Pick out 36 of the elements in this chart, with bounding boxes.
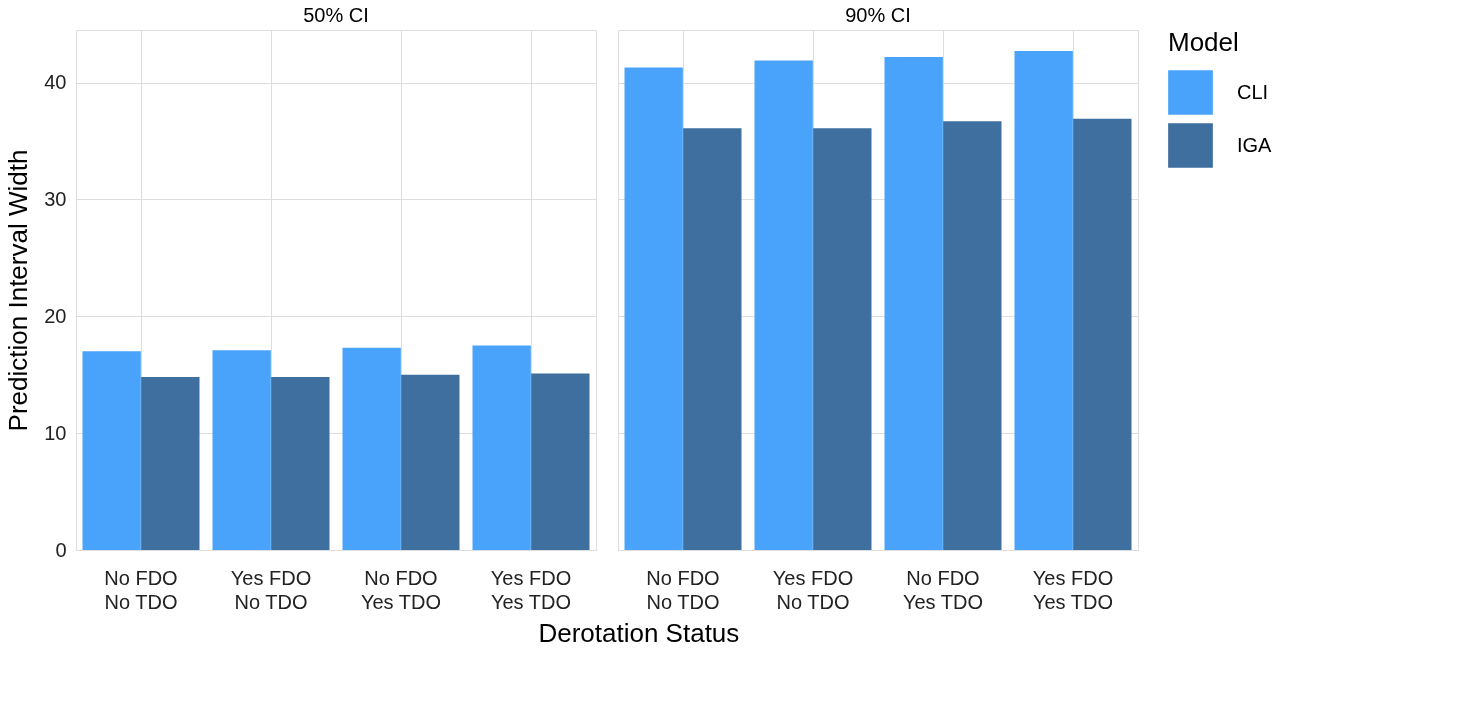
bar (531, 373, 590, 550)
x-tick-label: No FDO No TDO (646, 566, 720, 613)
bar (342, 347, 401, 550)
bar (754, 60, 813, 550)
x-tick-label: Yes FDO No TDO (772, 566, 854, 613)
bar (683, 128, 742, 550)
legend-label: CLI (1237, 80, 1269, 103)
bar (624, 67, 683, 550)
y-tick-label: 0 (55, 538, 67, 561)
bar (1014, 51, 1073, 550)
legend-label: IGA (1237, 133, 1273, 156)
x-tick-label: Yes FDO Yes TDO (490, 566, 572, 613)
x-tick-label: Yes FDO Yes TDO (1032, 566, 1114, 613)
chart-title: 90% CI (845, 4, 911, 26)
bar (401, 374, 460, 550)
bar (141, 377, 200, 550)
bar (82, 351, 141, 550)
x-tick-label: No FDO Yes TDO (902, 566, 984, 613)
bar (271, 377, 330, 550)
bar (212, 350, 271, 550)
bar (884, 56, 943, 550)
y-axis-title: Prediction Interval Width (3, 149, 34, 432)
y-tick-label: 20 (44, 304, 67, 327)
bar (813, 128, 872, 550)
bar (943, 121, 1002, 550)
x-tick-label: No FDO No TDO (104, 566, 178, 613)
x-axis-title: Derotation Status (538, 617, 740, 648)
y-tick-label: 10 (44, 421, 67, 444)
x-tick-label: No FDO Yes TDO (360, 566, 442, 613)
x-tick-label: Yes FDO No TDO (230, 566, 312, 613)
y-tick-label: 40 (44, 71, 67, 94)
y-tick-label: 30 (44, 187, 67, 210)
legend-title: Model (1168, 27, 1239, 57)
bar (1073, 118, 1132, 550)
bar (472, 345, 531, 550)
chart-title: 50% CI (303, 4, 369, 26)
